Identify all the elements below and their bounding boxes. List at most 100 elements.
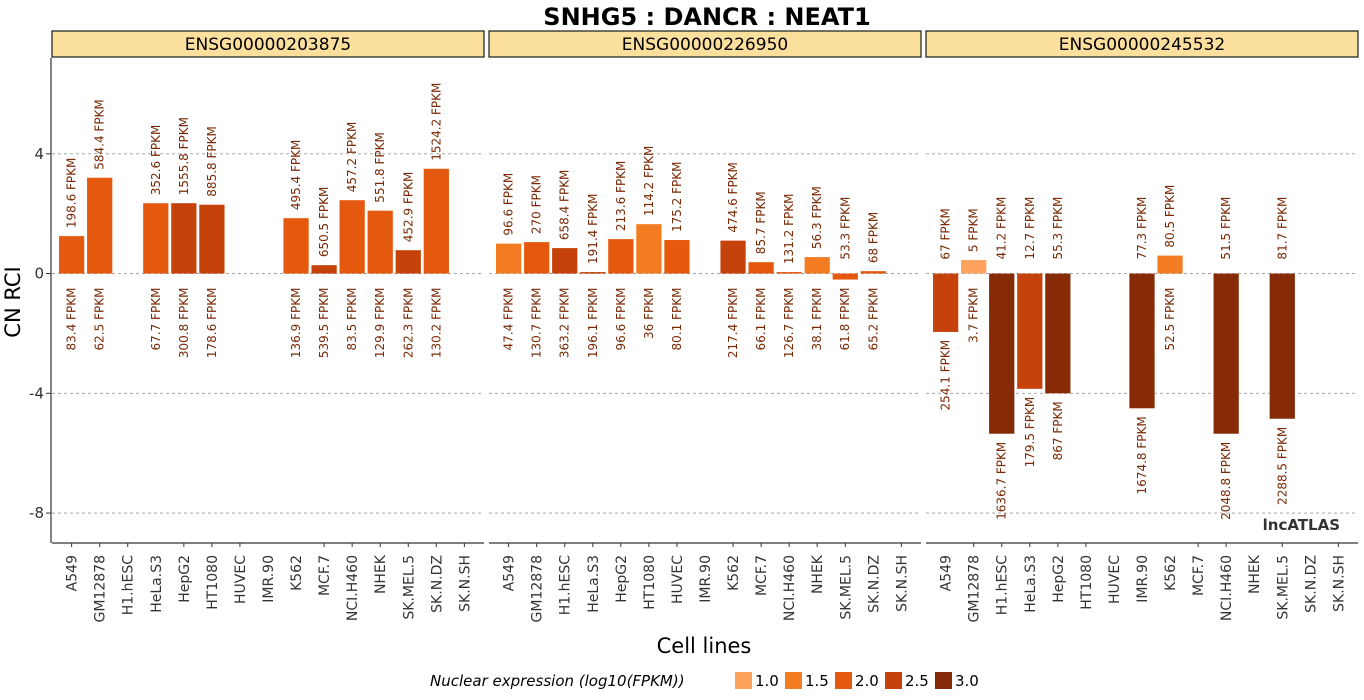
x-tick-label: HeLa.S3 <box>1023 555 1039 613</box>
legend-swatch <box>835 672 852 689</box>
cytoplasm-label: 77.3 FPKM <box>1135 197 1149 260</box>
cytoplasm-label: 5 FPKM <box>967 208 981 252</box>
x-tick-label: K562 <box>726 555 742 591</box>
x-tick-label: SK.MEL.5 <box>401 555 417 620</box>
panel-ENSG00000245532: ENSG00000245532 A549 67 FPKM 254.1 FPKM GM12… <box>925 30 1359 622</box>
bar-HeLa.S3 <box>143 203 169 274</box>
cytoplasm-label: 80.5 FPKM <box>1163 185 1177 248</box>
x-tick-label: SK.MEL.5 <box>1275 555 1291 620</box>
nucleus-label: 1636.7 FPKM <box>995 442 1009 520</box>
bar-A549 <box>59 236 85 274</box>
bar-HeLa.S3 <box>580 272 606 274</box>
cytoplasm-label: 53.3 FPKM <box>838 197 852 260</box>
nucleus-label: 254.1 FPKM <box>939 340 953 411</box>
nucleus-label: 129.9 FPKM <box>373 288 387 359</box>
y-axis-title: CN RCI <box>1 266 25 337</box>
x-tick-label: IMR.90 <box>1135 555 1151 603</box>
x-tick-label: NCI.H460 <box>345 555 361 621</box>
legend-label: 1.0 <box>755 672 779 690</box>
x-tick-label: SK.N.SH <box>457 555 473 612</box>
cytoplasm-label: 885.8 FPKM <box>205 126 219 197</box>
x-tick-label: HeLa.S3 <box>586 555 602 613</box>
bar-K562 <box>720 240 746 274</box>
x-tick-label: IMR.90 <box>698 555 714 603</box>
cytoplasm-label: 584.4 FPKM <box>93 99 107 170</box>
panels: ENSG00000203875 A549 198.6 FPKM 83.4 FPKM GM… <box>51 30 1359 622</box>
panel-strip <box>488 30 922 58</box>
legend-label: 2.5 <box>905 672 929 690</box>
cytoplasm-label: 191.4 FPKM <box>586 194 600 265</box>
bar-HepG2 <box>171 203 197 274</box>
bar-NHEK <box>367 210 393 274</box>
x-tick-label: HT1080 <box>1079 555 1095 610</box>
panel-strip <box>51 30 485 58</box>
cytoplasm-label: 1524.2 FPKM <box>429 83 443 161</box>
bar-MCF.7 <box>748 262 774 274</box>
bar-SK.MEL.5 <box>832 273 858 280</box>
nucleus-label: 130.7 FPKM <box>530 288 544 359</box>
x-tick-label: GM12878 <box>93 555 109 622</box>
cytoplasm-label: 551.8 FPKM <box>373 132 387 203</box>
legend-swatch <box>735 672 752 689</box>
nucleus-label: 61.8 FPKM <box>838 288 852 351</box>
cytoplasm-label: 457.2 FPKM <box>345 122 359 193</box>
x-tick-label: IMR.90 <box>261 555 277 603</box>
bar-K562 <box>1157 255 1183 274</box>
bar-HT1080 <box>199 204 225 274</box>
legend-swatch <box>885 672 902 689</box>
bar-NCI.H460 <box>1213 273 1239 434</box>
nucleus-label: 67.7 FPKM <box>149 288 163 351</box>
bar-A549 <box>933 273 959 332</box>
cytoplasm-label: 270 FPKM <box>530 175 544 234</box>
bar-SK.N.DZ <box>860 271 886 274</box>
cytoplasm-label: 81.7 FPKM <box>1275 197 1289 260</box>
bar-HeLa.S3 <box>1017 273 1043 389</box>
nucleus-label: 96.6 FPKM <box>614 288 628 351</box>
legend-swatch <box>935 672 952 689</box>
cytoplasm-label: 85.7 FPKM <box>754 191 768 254</box>
bar-GM12878 <box>524 242 550 274</box>
legend-title: Nuclear expression (log10(FPKM)) <box>430 672 685 690</box>
x-tick-label: NCI.H460 <box>1219 555 1235 621</box>
cytoplasm-label: 131.2 FPKM <box>782 194 796 265</box>
nucleus-label: 196.1 FPKM <box>586 288 600 359</box>
cytoplasm-label: 41.2 FPKM <box>995 197 1009 260</box>
y-tick-label: 0 <box>34 265 44 283</box>
nucleus-label: 126.7 FPKM <box>782 288 796 359</box>
x-tick-label: HeLa.S3 <box>149 555 165 613</box>
nucleus-label: 179.5 FPKM <box>1023 397 1037 468</box>
x-tick-label: A549 <box>65 555 81 591</box>
cytoplasm-label: 56.3 FPKM <box>810 186 824 249</box>
x-tick-label: SK.N.SH <box>894 555 910 612</box>
bar-HUVEC <box>664 240 690 274</box>
legend: Nuclear expression (log10(FPKM)) 1.0 1.5 2.… <box>430 672 979 690</box>
x-axis-title: Cell lines <box>657 634 752 658</box>
x-tick-label: MCF.7 <box>754 555 770 596</box>
bar-H1.hESC <box>552 248 578 274</box>
bar-IMR.90 <box>1129 273 1155 409</box>
y-tick-label: -8 <box>29 504 44 522</box>
cytoplasm-label: 213.6 FPKM <box>614 161 628 232</box>
cytoplasm-label: 658.4 FPKM <box>558 170 572 241</box>
x-tick-label: A549 <box>502 555 518 591</box>
panel-strip <box>925 30 1359 58</box>
cytoplasm-label: 650.5 FPKM <box>317 187 331 258</box>
bar-NHEK <box>804 257 830 274</box>
nucleus-label: 36 FPKM <box>642 288 656 339</box>
cytoplasm-label: 175.2 FPKM <box>670 161 684 232</box>
nucleus-label: 38.1 FPKM <box>810 288 824 351</box>
x-tick-label: GM12878 <box>530 555 546 622</box>
x-tick-label: NHEK <box>373 554 389 594</box>
cytoplasm-label: 51.5 FPKM <box>1219 197 1233 260</box>
y-axis: -8 -4 0 4 <box>29 58 52 543</box>
x-tick-label: NHEK <box>1247 554 1263 594</box>
x-tick-label: HUVEC <box>670 555 686 604</box>
bar-GM12878 <box>87 177 113 274</box>
bar-SK.MEL.5 <box>1269 273 1295 419</box>
y-tick-label: 4 <box>34 145 44 163</box>
nucleus-label: 539.5 FPKM <box>317 288 331 359</box>
panel-strip-label: ENSG00000226950 <box>622 35 788 55</box>
nucleus-label: 1674.8 FPKM <box>1135 416 1149 494</box>
nucleus-label: 65.2 FPKM <box>866 288 880 351</box>
